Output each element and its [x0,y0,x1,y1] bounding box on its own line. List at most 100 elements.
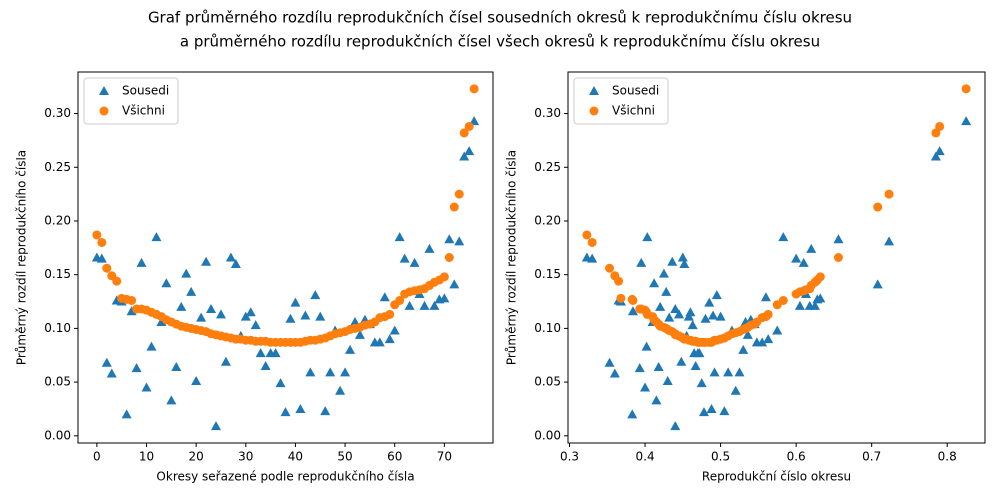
point [215,309,226,319]
point [295,403,306,413]
y-tick-label: 0.00 [534,428,561,442]
point [141,382,152,392]
point [961,84,971,94]
x-tick-label: 40 [288,450,303,464]
point [240,311,251,321]
point [354,329,365,339]
point [335,385,346,395]
point [815,293,826,303]
point [690,360,701,370]
point [778,232,789,242]
point [664,312,675,322]
point [161,278,172,288]
point [404,300,415,310]
point [136,257,147,267]
point [730,385,741,395]
point [176,301,187,311]
x-tick-label: 70 [437,450,452,464]
point [419,300,430,310]
point [290,297,301,307]
point [628,295,638,305]
y-tick-label: 0.30 [44,106,71,120]
point [374,337,385,347]
y-tick-label: 0.15 [534,267,561,281]
point [439,293,450,303]
point [409,257,420,267]
x-tick-label: 0.4 [636,450,655,464]
point [634,363,645,373]
x-tick-label: 10 [139,450,154,464]
y-tick-label: 0.05 [44,375,71,389]
point [658,268,669,278]
point [275,378,286,388]
plot-frame [77,71,494,444]
point [833,253,843,262]
point [439,272,449,282]
point [250,320,261,330]
point [760,292,771,302]
point [345,344,356,354]
x-axis-label: Okresy seřazené podle reprodukčního čísl… [156,470,414,484]
point [310,290,321,300]
y-tick-label: 0.10 [534,321,561,335]
point [614,276,624,286]
point [270,348,281,358]
point [582,230,592,240]
point [872,279,883,289]
point [211,421,222,431]
point [679,258,690,268]
y-tick-label: 0.20 [44,213,71,227]
point [815,272,825,282]
x-axis-label: Reprodukční číslo okresu [702,470,851,484]
point [191,376,202,386]
point [772,325,783,335]
point [379,292,390,302]
point [930,151,941,161]
point [778,295,788,305]
point [734,367,745,377]
x-tick-label: 30 [238,450,253,464]
point [395,295,405,305]
point [810,300,821,310]
x-tick-label: 50 [337,450,352,464]
y-tick-label: 0.10 [44,321,71,335]
y-tick-label: 0.05 [534,375,561,389]
point [605,263,615,273]
point [696,378,707,388]
point [711,290,722,300]
point [706,403,717,413]
point [884,189,894,199]
point [694,348,705,358]
point [131,363,142,373]
point [127,295,137,305]
x-tick-label: 60 [387,450,402,464]
point [627,306,638,316]
point [96,253,107,263]
point [655,301,666,311]
point [429,300,440,310]
x-tick-label: 0 [93,450,101,464]
x-tick-label: 0.8 [938,450,957,464]
point [121,409,132,419]
point [723,367,734,377]
point [166,395,177,405]
point [206,304,217,314]
point [700,313,711,323]
x-tick-label: 0.6 [787,450,806,464]
point [641,341,652,351]
point [384,334,395,344]
y-axis-label: Průměrný rozdíl reprodukčního čísla [15,150,29,365]
y-tick-label: 0.00 [44,428,71,442]
point [642,232,653,242]
legend-label: Všichni [122,104,165,118]
point [794,300,805,310]
point [676,356,687,366]
point [651,395,662,405]
point [653,362,664,372]
point [884,236,895,246]
point [616,293,626,303]
point [424,243,435,253]
y-axis-label: Průměrný rozdíl reprodukčního čísla [505,150,519,365]
point [640,382,651,392]
